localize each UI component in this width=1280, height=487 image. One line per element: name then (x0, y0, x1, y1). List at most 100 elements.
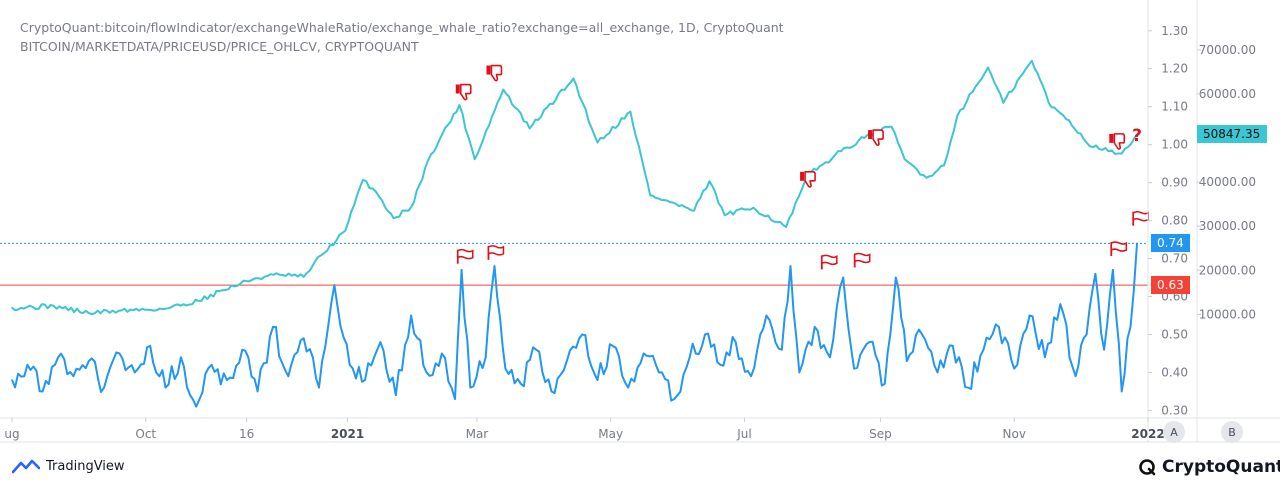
data-point (87, 360, 90, 362)
data-point (708, 180, 711, 183)
thumbs-down-icon (868, 129, 884, 147)
data-point (278, 273, 281, 276)
flag-icon (820, 254, 838, 270)
data-point (752, 206, 755, 209)
x-tick-label: May (598, 427, 623, 441)
data-point (842, 276, 844, 279)
data-point (87, 312, 90, 314)
data-point (627, 386, 630, 389)
data-point (868, 341, 871, 343)
price-tick-label: 30000.00 (1199, 219, 1256, 233)
flag-icon (1132, 210, 1149, 226)
x-tick-label: 2022 (1131, 427, 1164, 441)
data-point (840, 150, 842, 153)
price-tick-label: 60000.00 (1199, 87, 1256, 101)
x-tick-label: Oct (135, 427, 156, 441)
tradingview-logo[interactable]: TradingView (12, 458, 125, 474)
data-point (425, 371, 428, 374)
data-point (528, 127, 531, 130)
data-point (195, 405, 198, 408)
data-point (362, 179, 364, 181)
flag-cloth (487, 245, 505, 256)
flag-icon (853, 252, 871, 268)
flag-cloth (821, 254, 838, 266)
flag-cloth (457, 248, 474, 260)
data-point (905, 360, 908, 362)
x-tick-label: Nov (1003, 427, 1026, 441)
x-tick-label: 16 (239, 427, 254, 441)
data-point (1094, 272, 1097, 275)
data-point (103, 386, 105, 389)
data-point (52, 305, 55, 307)
data-point (936, 371, 939, 374)
data-point (473, 158, 476, 161)
data-point (226, 379, 228, 381)
data-point (11, 306, 13, 309)
thumb-cuff (455, 84, 460, 94)
data-point (658, 371, 660, 374)
data-point (1068, 119, 1070, 122)
data-point (688, 356, 691, 359)
question-mark: ? (1132, 126, 1142, 146)
data-point (734, 341, 737, 343)
data-point (649, 194, 651, 197)
data-point (894, 276, 897, 279)
data-point (1050, 106, 1053, 108)
data-point (1074, 375, 1077, 378)
ratio-tick-label: 0.40 (1161, 365, 1188, 379)
cryptoquant-logo[interactable]: CryptoQuant (1138, 457, 1280, 477)
data-point (41, 390, 44, 393)
data-point (493, 265, 496, 267)
data-point (460, 269, 463, 271)
data-point (364, 379, 366, 381)
data-point (550, 390, 553, 393)
data-point (410, 206, 412, 209)
last-price-tag: 50847.35 (1197, 125, 1267, 144)
scale-b-button[interactable]: B (1221, 421, 1243, 443)
ratio-price-tag: 0.74 (1151, 234, 1190, 253)
price-tick-label: 40000.00 (1199, 175, 1256, 189)
data-point (642, 352, 645, 355)
data-point (765, 314, 768, 317)
data-point (302, 276, 305, 278)
tradingview-icon (12, 459, 40, 474)
data-point (254, 277, 257, 280)
data-point (903, 158, 906, 161)
thumb-hand (872, 129, 884, 147)
data-point (57, 356, 59, 359)
data-point (857, 139, 860, 142)
data-point (120, 309, 123, 312)
data-point (469, 386, 472, 389)
data-point (256, 390, 259, 393)
data-point (596, 379, 599, 381)
ratio-tick-label: 0.70 (1161, 252, 1188, 266)
data-point (344, 229, 347, 232)
data-point (1103, 348, 1105, 351)
chart-title-price: BITCOIN/MARKETDATA/PRICEUSD/PRICE_OHLCV,… (20, 39, 419, 54)
threshold-price-tag: 0.63 (1151, 276, 1190, 295)
ratio-tick-label: 1.10 (1161, 100, 1188, 114)
data-point (750, 375, 752, 378)
x-tick-label: 2021 (331, 427, 364, 441)
thumbs-down-icon (1109, 133, 1126, 150)
flag-cloth (853, 252, 871, 264)
data-point (394, 394, 397, 397)
data-point (1059, 303, 1062, 305)
data-point (72, 375, 75, 378)
series-path (11, 59, 1138, 316)
data-point (1136, 133, 1138, 136)
flag-cloth (1132, 210, 1149, 222)
data-point (824, 161, 827, 164)
data-point (1120, 390, 1123, 393)
scale-a-button[interactable]: A (1163, 421, 1185, 443)
data-point (1136, 242, 1138, 245)
data-point (430, 153, 432, 156)
data-point (1030, 60, 1033, 62)
data-point (798, 371, 801, 374)
cryptoquant-label: CryptoQuant (1162, 457, 1280, 477)
data-point (785, 226, 787, 228)
thumb-hand (1113, 133, 1126, 150)
thumb-cuff (1109, 133, 1114, 143)
